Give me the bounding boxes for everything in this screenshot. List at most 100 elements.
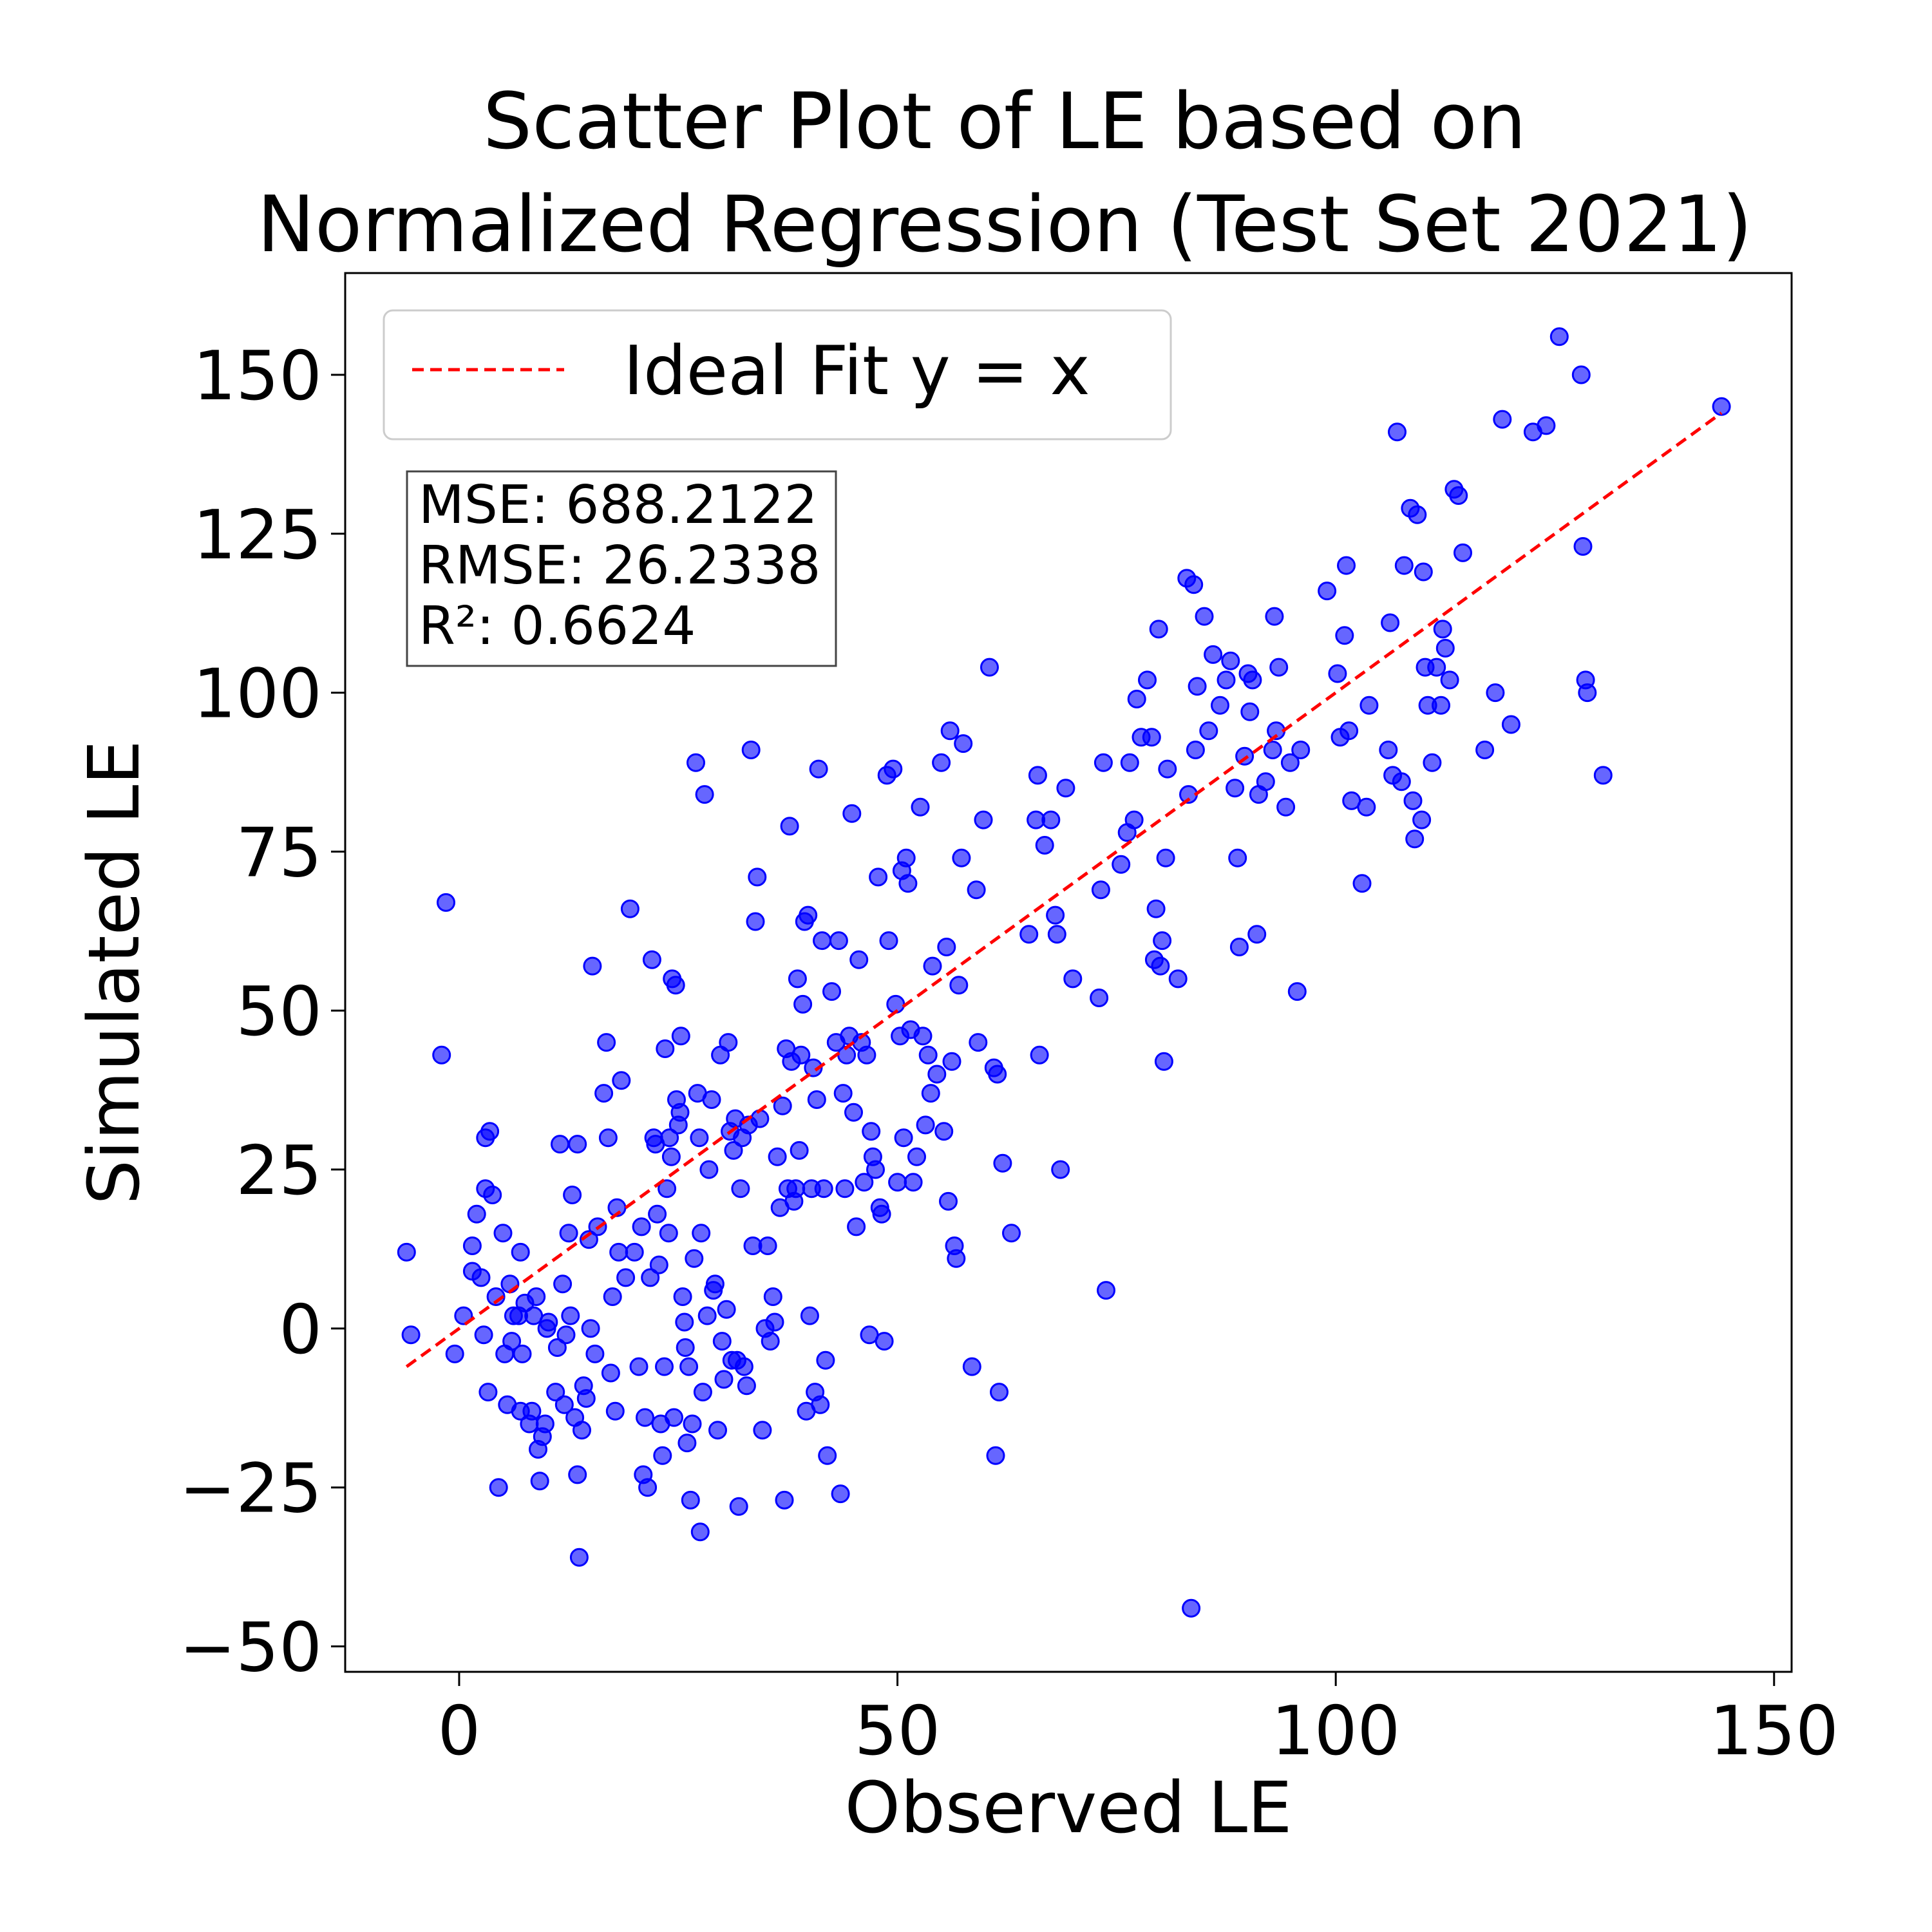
data-point-163: [800, 1306, 819, 1325]
data-point-30: [522, 1401, 542, 1421]
data-point-210: [911, 797, 930, 817]
data-point-102: [679, 1357, 699, 1376]
data-point-288: [1240, 702, 1260, 721]
data-point-318: [1403, 791, 1423, 810]
data-point-346: [1712, 397, 1731, 416]
data-point-212: [916, 1115, 935, 1135]
data-point-336: [1493, 410, 1512, 429]
data-point-227: [954, 734, 973, 753]
data-point-304: [1335, 626, 1354, 645]
data-point-130: [731, 1179, 750, 1198]
data-point-258: [1127, 690, 1146, 708]
data-point-204: [894, 1128, 913, 1148]
data-point-3: [437, 893, 455, 912]
data-point-222: [942, 1052, 961, 1071]
data-point-55: [579, 1230, 598, 1249]
data-point-138: [748, 867, 767, 887]
y-tick-label-6: 100: [193, 655, 322, 734]
data-point-321: [1412, 810, 1432, 829]
data-point-122: [717, 1300, 736, 1319]
data-point-235: [988, 1065, 1007, 1084]
data-point-325: [1423, 753, 1442, 772]
data-point-192: [866, 1160, 885, 1179]
data-point-265: [1151, 956, 1170, 976]
data-point-84: [653, 1446, 672, 1465]
data-point-126: [724, 1141, 743, 1160]
data-point-86: [656, 1039, 675, 1058]
data-point-198: [879, 931, 898, 951]
data-point-27: [513, 1344, 532, 1363]
data-point-32: [527, 1287, 546, 1306]
data-point-167: [807, 1090, 826, 1109]
data-point-139: [750, 1109, 770, 1128]
data-point-254: [1112, 855, 1131, 874]
y-tick-label-2: 0: [279, 1291, 322, 1369]
data-point-208: [904, 1173, 923, 1192]
data-point-229: [967, 880, 986, 900]
data-point-276: [1188, 677, 1207, 696]
data-point-110: [692, 1224, 711, 1243]
data-point-7: [462, 1236, 482, 1255]
data-point-311: [1379, 741, 1398, 759]
data-point-173: [818, 1446, 837, 1465]
data-point-129: [729, 1497, 748, 1516]
data-point-50: [568, 1135, 587, 1154]
data-point-92: [665, 1408, 683, 1427]
data-point-90: [661, 1147, 681, 1166]
data-point-327: [1432, 696, 1450, 715]
data-point-174: [822, 982, 841, 1001]
data-point-171: [814, 1179, 833, 1198]
y-tick-label-8: 150: [193, 337, 322, 415]
data-point-152: [780, 817, 799, 836]
data-point-148: [773, 1096, 792, 1115]
data-point-326: [1427, 658, 1446, 677]
data-point-273: [1182, 1598, 1201, 1618]
data-point-296: [1269, 658, 1289, 677]
data-point-117: [705, 1274, 724, 1294]
data-point-1: [401, 1325, 421, 1345]
stats-box: MSE: 688.2122 RMSE: 26.2338 R²: 0.6624: [406, 470, 837, 667]
data-point-298: [1280, 753, 1300, 772]
data-point-219: [937, 938, 956, 956]
x-axis-label: Observed LE: [845, 1766, 1293, 1849]
data-point-177: [831, 1484, 850, 1504]
data-point-65: [605, 1401, 625, 1421]
data-point-42: [553, 1274, 573, 1294]
data-point-109: [690, 1522, 710, 1542]
x-tick-label-0: 0: [438, 1692, 481, 1770]
data-point-187: [855, 1173, 874, 1192]
data-point-242: [1030, 1045, 1049, 1065]
data-point-165: [804, 1058, 823, 1077]
data-point-196: [875, 1332, 894, 1351]
data-point-184: [847, 1217, 866, 1236]
data-point-301: [1318, 582, 1337, 601]
data-point-285: [1229, 938, 1249, 956]
data-point-289: [1243, 670, 1262, 690]
data-point-108: [690, 1128, 709, 1148]
data-point-182: [842, 804, 862, 823]
y-tick-label-4: 50: [236, 972, 322, 1051]
data-point-78: [642, 950, 661, 969]
data-point-22: [502, 1332, 522, 1351]
data-point-101: [677, 1434, 697, 1453]
data-point-300: [1291, 741, 1311, 759]
data-point-309: [1357, 797, 1376, 817]
data-point-87: [658, 1179, 677, 1198]
data-point-132: [734, 1357, 753, 1376]
data-point-9: [471, 1268, 491, 1287]
data-point-236: [990, 1383, 1009, 1402]
data-point-81: [648, 1204, 667, 1224]
data-point-143: [761, 1332, 780, 1351]
data-point-158: [791, 1045, 811, 1065]
data-point-322: [1414, 562, 1433, 582]
legend: Ideal Fit y = x: [383, 309, 1172, 440]
data-point-341: [1571, 365, 1591, 384]
y-tick-label-7: 125: [193, 496, 322, 574]
data-point-61: [597, 1033, 616, 1052]
data-point-345: [1593, 766, 1613, 785]
data-point-188: [857, 1045, 876, 1065]
data-point-123: [719, 1033, 738, 1052]
data-point-225: [949, 976, 969, 995]
data-point-100: [676, 1338, 695, 1357]
data-point-112: [695, 785, 714, 804]
